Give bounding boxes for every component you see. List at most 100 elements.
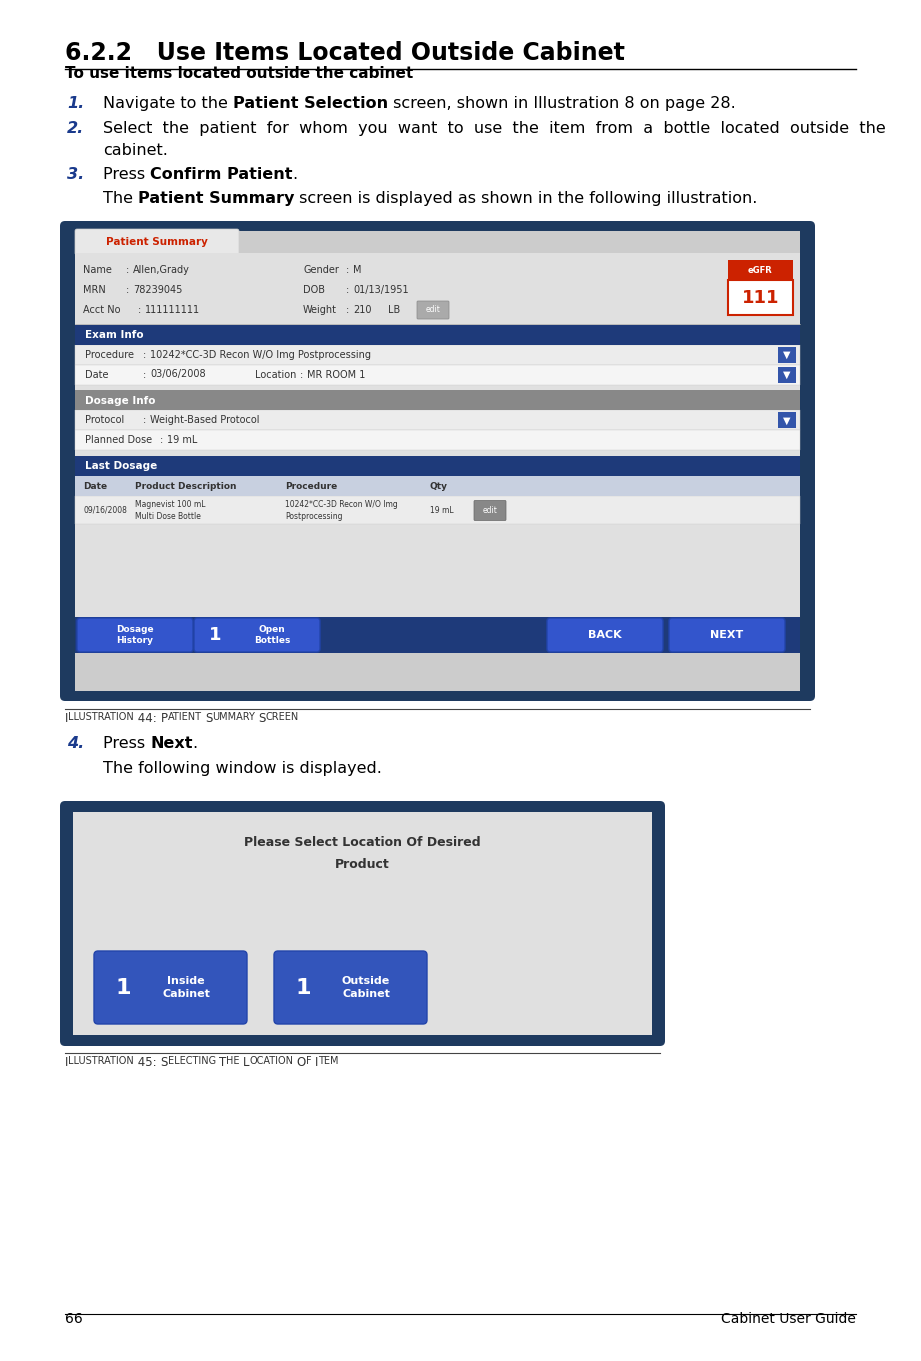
Bar xyxy=(75,253,800,653)
Text: screen, shown in Illustration 8 on page 28.: screen, shown in Illustration 8 on page … xyxy=(388,97,736,112)
Text: 01/13/1951: 01/13/1951 xyxy=(353,284,409,295)
FancyBboxPatch shape xyxy=(417,301,449,318)
Text: Product: Product xyxy=(335,857,390,871)
Text: F: F xyxy=(306,1056,311,1066)
Text: 1: 1 xyxy=(115,977,131,998)
Text: screen is displayed as shown in the following illustration.: screen is displayed as shown in the foll… xyxy=(295,191,758,206)
Text: 1: 1 xyxy=(209,626,221,644)
Text: Gender: Gender xyxy=(303,265,339,275)
Text: Next: Next xyxy=(150,736,192,751)
Text: 66: 66 xyxy=(65,1312,83,1326)
Text: Date: Date xyxy=(83,482,107,491)
Bar xyxy=(75,391,800,411)
Text: Outside
Cabinet: Outside Cabinet xyxy=(342,976,391,999)
Text: Confirm Patient: Confirm Patient xyxy=(150,167,293,182)
Text: edit: edit xyxy=(426,305,440,314)
Text: edit: edit xyxy=(483,506,497,514)
FancyBboxPatch shape xyxy=(274,951,427,1023)
Text: Exam Info: Exam Info xyxy=(85,329,144,339)
Text: ATIENT: ATIENT xyxy=(168,712,202,721)
Text: cabinet.: cabinet. xyxy=(103,143,168,158)
Text: 6.2.2   Use Items Located Outside Cabinet: 6.2.2 Use Items Located Outside Cabinet xyxy=(65,41,624,65)
Text: Press: Press xyxy=(103,736,150,751)
Text: S: S xyxy=(204,712,212,725)
Text: DOB: DOB xyxy=(303,284,325,295)
FancyBboxPatch shape xyxy=(669,618,785,652)
Text: 45:: 45: xyxy=(134,1056,160,1068)
FancyBboxPatch shape xyxy=(94,951,247,1023)
Text: O: O xyxy=(297,1056,306,1068)
Text: 19 mL: 19 mL xyxy=(430,506,454,514)
Text: 2.: 2. xyxy=(67,121,84,136)
Text: I: I xyxy=(65,1056,68,1068)
Text: Last Dosage: Last Dosage xyxy=(85,461,157,471)
Text: Procedure: Procedure xyxy=(85,350,134,359)
Text: 19 mL: 19 mL xyxy=(167,436,197,445)
Text: 111111111: 111111111 xyxy=(145,305,200,314)
Bar xyxy=(728,260,793,280)
Text: Select  the  patient  for  whom  you  want  to  use  the  item  from  a  bottle : Select the patient for whom you want to … xyxy=(103,121,886,136)
Text: The following window is displayed.: The following window is displayed. xyxy=(103,761,382,776)
Text: BACK: BACK xyxy=(589,630,622,640)
Text: Patient Summary: Patient Summary xyxy=(138,191,295,206)
Text: :: : xyxy=(346,305,349,314)
Bar xyxy=(75,456,800,476)
Text: HE: HE xyxy=(227,1056,239,1066)
Text: Magnevist 100 mL
Multi Dose Bottle: Magnevist 100 mL Multi Dose Bottle xyxy=(135,501,205,520)
Text: ▼: ▼ xyxy=(783,415,791,426)
Text: Name: Name xyxy=(83,265,111,275)
Text: 03/06/2008: 03/06/2008 xyxy=(150,369,205,380)
Text: 78239045: 78239045 xyxy=(133,284,182,295)
Text: LLUSTRATION: LLUSTRATION xyxy=(68,712,134,721)
Text: 210: 210 xyxy=(353,305,371,314)
Text: ▼: ▼ xyxy=(783,350,791,359)
Text: S: S xyxy=(160,1056,168,1068)
Text: Qty: Qty xyxy=(430,482,448,491)
Text: 4.: 4. xyxy=(67,736,84,751)
Text: Patient Summary: Patient Summary xyxy=(106,237,208,246)
FancyBboxPatch shape xyxy=(474,501,506,520)
FancyBboxPatch shape xyxy=(77,618,193,652)
Text: Product Description: Product Description xyxy=(135,482,237,491)
Bar xyxy=(75,324,800,344)
Bar xyxy=(75,476,800,497)
Text: 1.: 1. xyxy=(67,97,84,112)
Text: P: P xyxy=(160,712,168,725)
Text: ELECTING: ELECTING xyxy=(168,1056,216,1066)
FancyBboxPatch shape xyxy=(547,618,663,652)
Text: Date: Date xyxy=(85,369,109,380)
Text: OCATION: OCATION xyxy=(250,1056,294,1066)
FancyBboxPatch shape xyxy=(60,802,665,1047)
Text: :: : xyxy=(126,284,129,295)
Text: Dosage Info: Dosage Info xyxy=(85,396,156,406)
Text: M: M xyxy=(353,265,362,275)
Text: Cabinet User Guide: Cabinet User Guide xyxy=(721,1312,856,1326)
Text: S: S xyxy=(258,712,265,725)
Text: I: I xyxy=(315,1056,318,1068)
FancyBboxPatch shape xyxy=(75,229,239,255)
Text: :: : xyxy=(126,265,129,275)
Text: UMMARY: UMMARY xyxy=(212,712,255,721)
Text: 09/16/2008: 09/16/2008 xyxy=(83,506,127,514)
Text: :: : xyxy=(143,415,146,426)
Text: I: I xyxy=(65,712,68,725)
Text: Please Select Location Of Desired: Please Select Location Of Desired xyxy=(244,836,481,848)
Text: 111: 111 xyxy=(741,289,779,306)
Text: :: : xyxy=(143,350,146,359)
Text: .: . xyxy=(293,167,297,182)
Text: :: : xyxy=(160,436,163,445)
Text: L: L xyxy=(243,1056,250,1068)
Text: Protocol: Protocol xyxy=(85,415,124,426)
Text: :: : xyxy=(300,369,303,380)
Text: 10242*CC-3D Recon W/O Img Postprocessing: 10242*CC-3D Recon W/O Img Postprocessing xyxy=(150,350,371,359)
Bar xyxy=(75,344,800,365)
Text: Navigate to the: Navigate to the xyxy=(103,97,233,112)
Text: :: : xyxy=(346,284,349,295)
Text: MRN: MRN xyxy=(83,284,106,295)
Bar xyxy=(75,497,800,524)
Text: .: . xyxy=(192,736,198,751)
Bar xyxy=(75,617,800,653)
Bar xyxy=(728,280,793,314)
Text: MR ROOM 1: MR ROOM 1 xyxy=(307,369,366,380)
Text: 10242*CC-3D Recon W/O Img
Postprocessing: 10242*CC-3D Recon W/O Img Postprocessing xyxy=(285,501,398,520)
